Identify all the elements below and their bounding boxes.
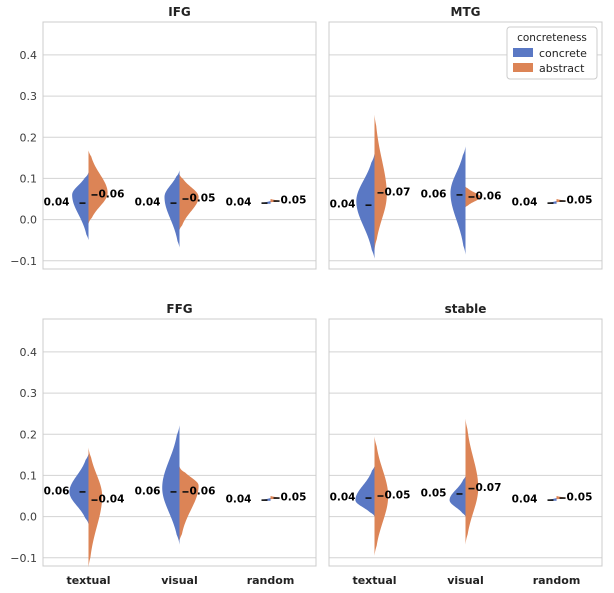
y-tick-label: 0.4 xyxy=(20,346,38,359)
panel-ffg: FFG −0.1 0.0 0.1 0.2 0.3 0.4 textual visual rando… xyxy=(10,302,317,587)
panel-title: MTG xyxy=(451,5,481,19)
mean-label-abstract: 0.04 xyxy=(99,494,125,506)
mean-label-abstract: 0.07 xyxy=(476,482,502,494)
panel-title: stable xyxy=(445,302,487,316)
violin-concrete xyxy=(69,454,89,525)
mean-label-abstract: 0.05 xyxy=(281,195,307,207)
mean-label-abstract: 0.05 xyxy=(385,490,411,502)
mean-label-concrete: 0.06 xyxy=(135,485,161,497)
mean-label-abstract: 0.07 xyxy=(385,186,411,198)
x-category-label: textual xyxy=(352,574,396,587)
violin-concrete xyxy=(72,172,89,241)
violin-abstract xyxy=(179,174,199,230)
y-tick-label: 0.2 xyxy=(20,428,38,441)
y-tick-label: 0.2 xyxy=(20,131,38,144)
mean-label-concrete: 0.04 xyxy=(330,492,356,504)
y-tick-label: 0.3 xyxy=(20,387,38,400)
legend-title: concreteness xyxy=(517,32,587,44)
mean-label-concrete: 0.04 xyxy=(330,199,356,211)
y-tick-label: −0.1 xyxy=(10,552,37,565)
x-category-label: visual xyxy=(161,574,198,587)
y-tick-label: 0.0 xyxy=(20,214,38,227)
mean-label-concrete: 0.06 xyxy=(421,188,447,200)
y-tick-label: 0.4 xyxy=(20,49,38,62)
legend-swatch xyxy=(513,48,533,57)
mean-label-concrete: 0.04 xyxy=(44,197,70,209)
violin-abstract xyxy=(465,418,479,545)
mean-label-abstract: 0.05 xyxy=(281,492,307,504)
x-category-label: textual xyxy=(66,574,110,587)
violin-concrete xyxy=(450,146,466,255)
mean-label-concrete: 0.06 xyxy=(44,485,70,497)
legend-entry: abstract xyxy=(539,62,585,75)
mean-label-abstract: 0.06 xyxy=(99,188,125,200)
y-tick-label: −0.1 xyxy=(10,255,37,268)
mean-label-concrete: 0.05 xyxy=(421,487,447,499)
mean-label-concrete: 0.04 xyxy=(512,494,538,506)
violin-concrete xyxy=(162,425,180,545)
violin-abstract xyxy=(374,114,387,251)
mean-label-concrete: 0.04 xyxy=(512,197,538,209)
x-category-label: random xyxy=(533,574,581,587)
y-tick-label: 0.3 xyxy=(20,90,38,103)
violin-abstract xyxy=(179,466,199,541)
mean-label-abstract: 0.05 xyxy=(190,193,216,205)
mean-label-abstract: 0.05 xyxy=(567,195,593,207)
mean-label-abstract: 0.05 xyxy=(567,492,593,504)
mean-label-concrete: 0.04 xyxy=(226,494,252,506)
legend: concreteness concrete abstract xyxy=(506,26,598,80)
mean-label-concrete: 0.04 xyxy=(135,197,161,209)
legend-swatch xyxy=(513,63,533,72)
panel-title: IFG xyxy=(168,5,191,19)
plot-frame xyxy=(328,318,603,567)
panel-stable: stable textual visual random 0.04 0.05 0.05 0.0… xyxy=(328,302,603,587)
plot-frame xyxy=(42,21,317,270)
panel-title: FFG xyxy=(166,302,192,316)
legend-entry: concrete xyxy=(539,47,587,60)
x-category-label: visual xyxy=(447,574,484,587)
y-tick-label: 0.0 xyxy=(20,511,38,524)
violin-concrete xyxy=(164,170,180,248)
violin-concrete xyxy=(449,476,466,517)
violin-abstract xyxy=(88,447,103,568)
mean-label-concrete: 0.04 xyxy=(226,197,252,209)
x-category-label: random xyxy=(247,574,295,587)
mean-label-abstract: 0.06 xyxy=(190,485,216,497)
y-tick-label: 0.1 xyxy=(20,469,38,482)
violin-abstract xyxy=(88,150,108,224)
violin-concrete xyxy=(356,153,375,259)
plot-frame xyxy=(328,21,603,270)
plot-frame xyxy=(42,318,317,567)
mean-label-abstract: 0.06 xyxy=(476,190,502,202)
y-tick-label: 0.1 xyxy=(20,172,38,185)
panel-ifg: IFG −0.1 0.0 0.1 0.2 0.3 0.4 0.04 0.06 0.04 0.05 0.… xyxy=(10,5,317,270)
violin-concrete xyxy=(355,466,375,517)
